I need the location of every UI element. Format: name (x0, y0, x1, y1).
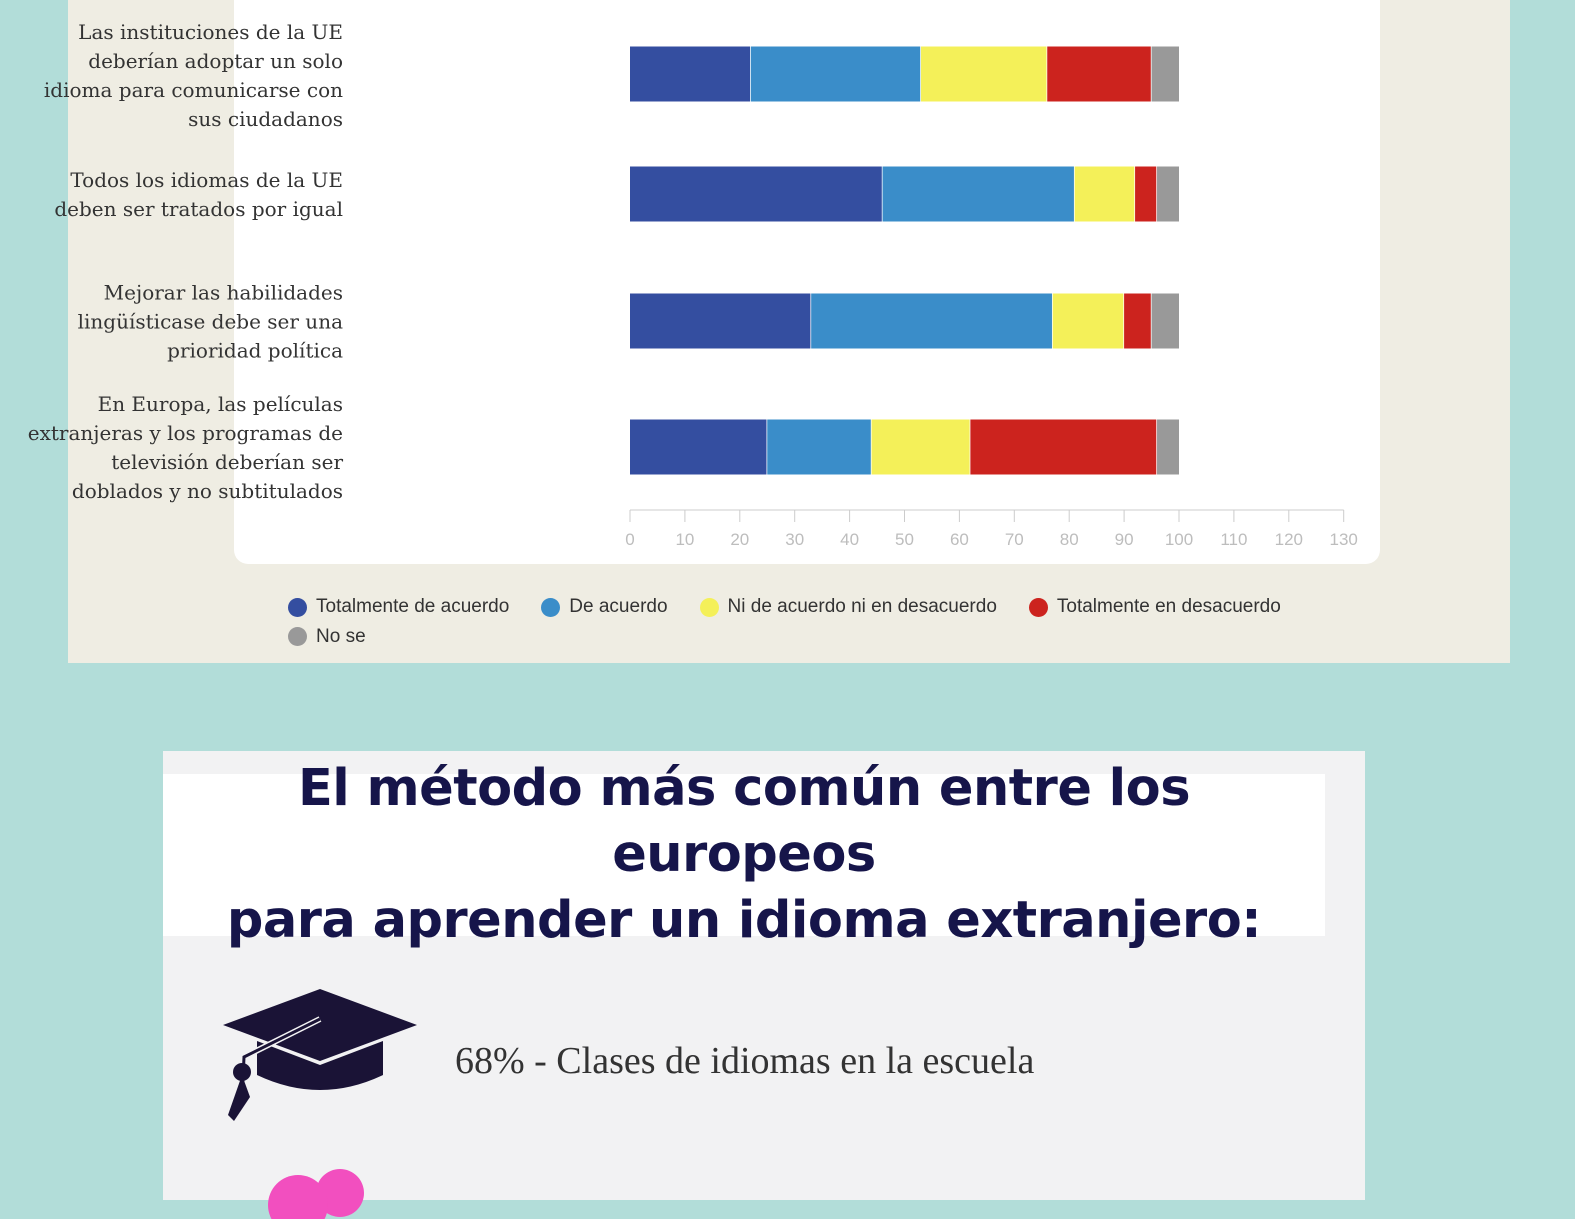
methods-panel: El método más común entre los europeos p… (163, 751, 1365, 1219)
bar-segment (1151, 46, 1179, 102)
bar-segment (970, 419, 1158, 475)
bar-segment (767, 419, 872, 475)
bar-group (630, 419, 1179, 475)
bar-segment (871, 419, 971, 475)
category-label-line: Todos los idiomas de la UE (70, 168, 343, 192)
legend-item: No se (288, 623, 366, 651)
title-line-2: para aprender un idioma extranjero: (226, 891, 1262, 950)
category-label-line: prioridad política (167, 338, 343, 363)
category-label-line: deberían adoptar un solo (88, 49, 343, 73)
category-label-line: lingüísticase debe ser una (77, 309, 343, 334)
x-tick-label: 80 (1060, 530, 1079, 549)
x-tick-label: 30 (785, 530, 804, 549)
x-tick-label: 70 (1005, 530, 1024, 549)
x-tick-label: 10 (675, 530, 694, 549)
x-tick-label: 40 (840, 530, 859, 549)
category-label-line: doblados y no subtitulados (71, 479, 343, 503)
section-title: El método más común entre los europeos p… (163, 756, 1325, 954)
bar-segment (811, 293, 1053, 349)
stacked-bar-chart: 0 10 20 30 40 50 60 70 80 90 100 110 120 130 (625, 46, 1358, 549)
chart-card: 0 10 20 30 40 50 60 70 80 90 100 110 120 130 Las inst… (28, 0, 1380, 564)
category-label: En Europa, las películas extranjeras y lo… (0, 390, 343, 506)
x-tick-label: 110 (1220, 530, 1247, 549)
category-label-line: extranjeras y los programas de (27, 421, 343, 445)
bar-segment (1124, 293, 1152, 349)
legend-item: Ni de acuerdo ni en desacuerdo (699, 593, 997, 621)
x-tick-label: 100 (1165, 530, 1193, 549)
legend-label: No se (316, 625, 366, 647)
title-box: El método más común entre los europeos p… (163, 759, 1325, 950)
bar-segment (1074, 166, 1136, 222)
bar-group (630, 46, 1179, 102)
graduation-cap-icon (223, 989, 417, 1121)
bar-segment (1135, 166, 1158, 222)
bar-segment (1157, 166, 1179, 222)
legend-item: Totalmente en desacuerdo (1028, 593, 1281, 621)
bar-segment (630, 419, 768, 475)
method-item: 68% - Clases de idiomas en la escuela (220, 987, 1220, 1127)
chart-legend: Totalmente de acuerdo De acuerdo Ni de acu… (288, 593, 1388, 652)
legend-label: Totalmente en desacuerdo (1056, 596, 1281, 617)
pink-icon (268, 1169, 364, 1219)
x-tick-label: 120 (1275, 530, 1303, 549)
category-label-line: Mejorar las habilidades (103, 280, 343, 305)
title-line-1: El método más común entre los europeos (297, 759, 1191, 884)
bar-segment (1052, 293, 1125, 349)
bar-segment (750, 46, 921, 102)
legend-dot (288, 597, 307, 617)
category-label: Todos los idiomas de la UE deben ser trat… (0, 166, 343, 224)
bar-segment (630, 46, 751, 102)
category-label-line: deben ser tratados por igual (54, 197, 343, 221)
x-tick-label: 90 (1115, 530, 1134, 549)
category-label-line: En Europa, las películas (97, 392, 343, 416)
legend-dot (541, 597, 561, 617)
legend-label: De acuerdo (569, 596, 668, 617)
bar-segment (1047, 46, 1152, 102)
legend-item: Totalmente de acuerdo (288, 593, 509, 621)
category-label: Mejorar las habilidades lingüísticase deb… (0, 279, 343, 366)
bar-segment (630, 166, 883, 222)
category-label-line: televisión deberían ser (111, 450, 343, 474)
x-tick-label: 50 (895, 530, 914, 549)
legend-label: Ni de acuerdo ni en desacuerdo (727, 596, 997, 617)
chart-panel: 0 10 20 30 40 50 60 70 80 90 100 110 120 130 Las inst… (28, 0, 1510, 663)
legend-item: De acuerdo (541, 593, 668, 621)
category-label-line: Las instituciones de la UE (78, 20, 343, 44)
legend-dot (288, 627, 307, 646)
legend-label: Totalmente de acuerdo (316, 596, 510, 617)
category-label-line: sus ciudadanos (188, 107, 343, 131)
bar-segment (882, 166, 1075, 222)
method-text: 68% - Clases de idiomas en la escuela (455, 1040, 1035, 1082)
bar-segment (920, 46, 1048, 102)
category-label-line: idioma para comunicarse con (43, 78, 343, 102)
bar-segment (630, 293, 812, 349)
bar-group (630, 293, 1179, 349)
x-tick-label: 60 (950, 530, 969, 549)
legend-dot (699, 597, 719, 617)
x-tick-label: 130 (1330, 530, 1358, 549)
legend-dot (1028, 597, 1048, 617)
bar-segment (1151, 293, 1179, 349)
x-tick-label: 0 (625, 530, 634, 549)
category-label: Las instituciones de la UE deberían adopt… (0, 18, 343, 134)
x-tick-label: 20 (730, 530, 749, 549)
bar-group (630, 166, 1179, 222)
bar-segment (1157, 419, 1179, 475)
